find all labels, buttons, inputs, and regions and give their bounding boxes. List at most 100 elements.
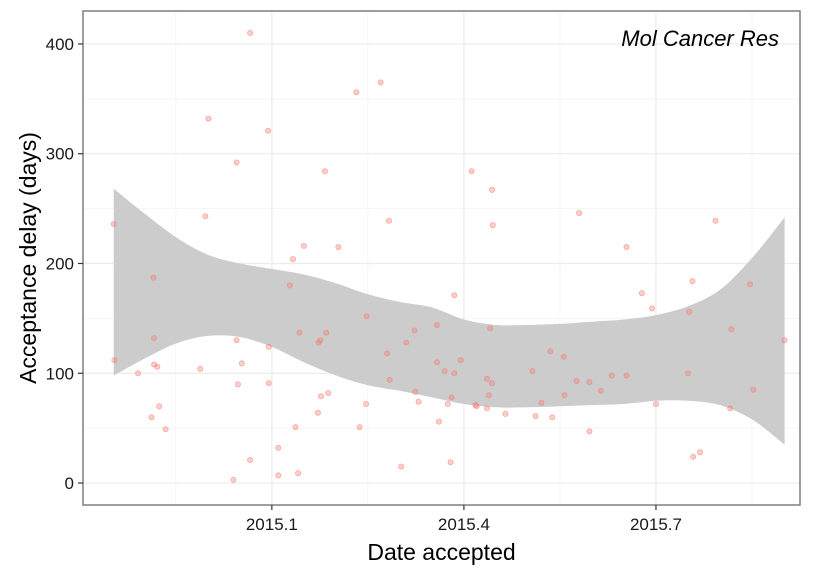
data-point <box>150 274 157 281</box>
data-point <box>561 392 568 399</box>
confidence-band <box>113 188 785 445</box>
data-point <box>295 470 302 477</box>
data-point <box>685 370 692 377</box>
data-point <box>247 29 254 36</box>
data-point <box>690 453 697 460</box>
data-point <box>323 329 330 336</box>
data-point <box>451 370 458 377</box>
data-point <box>750 386 757 393</box>
data-point <box>608 372 615 379</box>
data-point <box>489 186 496 193</box>
data-point <box>586 378 593 385</box>
data-point <box>576 209 583 216</box>
data-point <box>686 308 693 315</box>
data-point <box>653 400 660 407</box>
x-tick-label: 2015.7 <box>630 515 682 534</box>
data-point <box>292 424 299 431</box>
data-point <box>623 243 630 250</box>
data-point <box>205 115 212 122</box>
x-axis-title: Date accepted <box>367 539 515 565</box>
x-tick-label: 2015.4 <box>438 515 490 534</box>
data-point <box>265 380 272 387</box>
y-tick-label: 300 <box>46 145 74 164</box>
data-point <box>560 353 567 360</box>
data-point <box>529 368 536 375</box>
y-tick-label: 0 <box>65 474 74 493</box>
data-point <box>111 357 118 364</box>
data-point <box>781 337 788 344</box>
data-point <box>473 403 480 410</box>
data-point <box>148 414 155 421</box>
data-point <box>586 428 593 435</box>
data-point <box>433 321 440 328</box>
y-axis-ticks: 0 100 200 300 400 <box>46 35 83 493</box>
data-point <box>447 459 454 466</box>
x-tick-label: 2015.1 <box>246 515 298 534</box>
data-point <box>363 313 370 320</box>
data-point <box>489 380 496 387</box>
data-point <box>747 281 754 288</box>
data-point <box>398 463 405 470</box>
data-point <box>321 168 328 175</box>
data-point <box>549 414 556 421</box>
data-point <box>264 127 271 134</box>
data-point <box>411 327 418 334</box>
data-point <box>318 393 325 400</box>
data-point <box>162 426 169 433</box>
data-point <box>385 217 392 224</box>
data-point <box>547 348 554 355</box>
data-point <box>286 282 293 289</box>
data-point <box>384 350 391 357</box>
y-tick-label: 400 <box>46 35 74 54</box>
data-point <box>573 377 580 384</box>
data-point <box>689 278 696 285</box>
data-point <box>597 387 604 394</box>
data-point <box>487 325 494 332</box>
data-point <box>435 418 442 425</box>
data-point <box>289 256 296 263</box>
data-point <box>335 243 342 250</box>
data-point <box>485 392 492 399</box>
data-point <box>483 375 490 382</box>
data-point <box>697 449 704 456</box>
data-point <box>489 222 496 229</box>
data-point <box>433 359 440 366</box>
data-point <box>296 329 303 336</box>
data-point <box>151 335 158 342</box>
data-point <box>362 400 369 407</box>
data-point <box>403 339 410 346</box>
data-point <box>197 365 204 372</box>
data-point <box>300 242 307 249</box>
data-point <box>415 398 422 405</box>
x-axis-ticks: 2015.1 2015.4 2015.7 <box>246 505 682 534</box>
smooth-confidence-band <box>113 188 785 445</box>
y-tick-label: 100 <box>46 364 74 383</box>
data-point <box>441 368 448 375</box>
data-point <box>451 292 458 299</box>
data-point <box>483 405 490 412</box>
data-point <box>247 456 254 463</box>
y-tick-label: 200 <box>46 254 74 273</box>
data-point <box>444 400 451 407</box>
data-point <box>202 213 209 220</box>
data-point <box>448 394 455 401</box>
data-point <box>386 376 393 383</box>
data-point <box>356 424 363 431</box>
data-point <box>325 389 332 396</box>
data-point <box>727 405 734 412</box>
data-point <box>538 399 545 406</box>
data-point <box>377 79 384 86</box>
data-point <box>468 168 475 175</box>
data-points <box>110 29 788 483</box>
data-point <box>234 381 241 388</box>
data-point <box>314 409 321 416</box>
data-point <box>230 476 237 483</box>
data-point <box>233 337 240 344</box>
panel-border <box>82 10 801 506</box>
y-axis-title: Acceptance delay (days) <box>15 132 41 384</box>
data-point <box>317 337 324 344</box>
data-point <box>275 472 282 479</box>
data-point <box>135 370 142 377</box>
data-point <box>238 360 245 367</box>
data-point <box>265 343 272 350</box>
